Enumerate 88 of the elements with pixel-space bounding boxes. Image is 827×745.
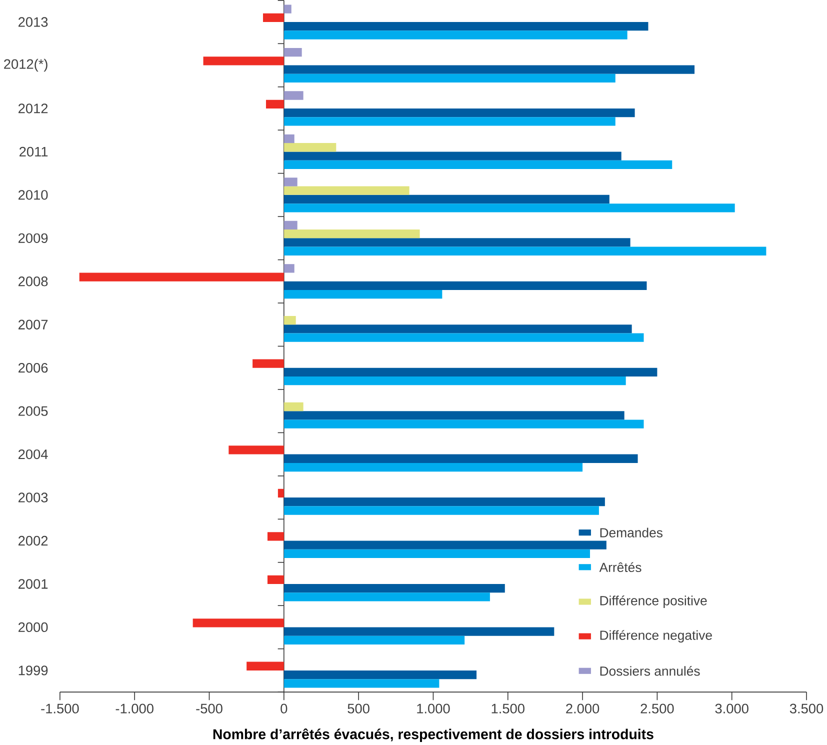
bar (284, 497, 605, 506)
bar (79, 272, 284, 282)
bar (284, 368, 658, 376)
bar (284, 220, 298, 230)
bar (284, 246, 766, 256)
bar (267, 575, 284, 584)
bar (284, 203, 735, 212)
bar (284, 160, 672, 169)
y-tick-label: 2006 (18, 362, 48, 372)
bar (284, 30, 628, 40)
legend-label: Demandes (600, 528, 662, 538)
x-tick-label: 500 (348, 704, 370, 714)
bar (284, 549, 590, 558)
legend-label: Différence positive (600, 595, 707, 608)
bar (284, 592, 490, 602)
bar (284, 74, 616, 82)
y-tick-label: 2002 (18, 536, 48, 546)
y-tick-label: 2004 (18, 449, 48, 459)
bar (284, 177, 298, 186)
y-tick-label: 2001 (18, 578, 48, 589)
bar (284, 324, 632, 334)
legend-label: Dossiers annulés (600, 666, 700, 676)
bar (284, 264, 294, 273)
bar (284, 281, 647, 290)
x-tick-label: 2.000 (566, 704, 600, 714)
y-tick-label: 2005 (18, 406, 48, 416)
bar (284, 410, 624, 420)
bar (284, 108, 635, 117)
bar (278, 488, 284, 498)
bar (284, 584, 505, 592)
bar (284, 670, 477, 679)
bar (284, 402, 304, 411)
bar (228, 445, 284, 454)
x-tick-label: 3.500 (790, 704, 824, 714)
x-axis-title: Nombre d’arrêtés évacués, respectivement de dossiers introduits (213, 728, 654, 742)
x-tick-label: 1.500 (492, 704, 524, 714)
bar (284, 4, 292, 14)
bar (192, 618, 284, 628)
x-tick-label: 2.500 (640, 704, 674, 714)
bar (284, 454, 638, 463)
x-tick-label: -1.000 (116, 704, 154, 714)
bar (284, 462, 583, 472)
x-tick-label: 0 (280, 704, 288, 714)
bar (266, 100, 284, 108)
y-tick-label: 2003 (18, 492, 48, 502)
bar (284, 333, 644, 342)
bar (284, 238, 630, 247)
y-tick-label: 2000 (18, 622, 48, 632)
y-tick-label: 1999 (18, 665, 48, 676)
y-tick-label: 2013 (18, 16, 48, 27)
y-tick-label: 2008 (18, 276, 48, 286)
y-tick-label: 2011 (20, 146, 48, 156)
bar (252, 359, 284, 368)
x-tick-label: 1.000 (417, 704, 450, 714)
bar (267, 532, 284, 541)
bar (284, 142, 336, 152)
y-tick-label: 2007 (18, 320, 48, 330)
bar (284, 48, 302, 56)
bar (284, 22, 648, 30)
bar (284, 420, 644, 428)
bar (284, 229, 420, 238)
x-tick-label: -500 (196, 704, 222, 714)
bar (203, 56, 284, 66)
bar (284, 290, 442, 298)
x-tick-label: -1.500 (41, 704, 79, 714)
bar (284, 376, 626, 385)
bar (284, 678, 440, 688)
bar (284, 186, 410, 195)
bar (284, 194, 610, 204)
bar (284, 91, 304, 100)
y-tick-label: 2010 (18, 190, 48, 200)
bar (284, 116, 616, 126)
bar (284, 65, 695, 74)
bar (284, 134, 294, 143)
bar (284, 316, 296, 324)
bar (284, 636, 465, 644)
bar (246, 662, 284, 670)
bar (284, 627, 554, 636)
bar (284, 152, 622, 160)
bar (284, 506, 599, 515)
bar (284, 540, 606, 550)
legend-label: Différence negative (600, 630, 712, 642)
y-tick-label: 2012 (18, 103, 48, 114)
y-tick-label: 2012(*) (4, 58, 48, 72)
legend-label: Arrêtés (599, 562, 642, 572)
x-tick-label: 3.000 (715, 704, 748, 714)
bar (263, 13, 284, 22)
y-tick-label: 2009 (18, 233, 48, 243)
